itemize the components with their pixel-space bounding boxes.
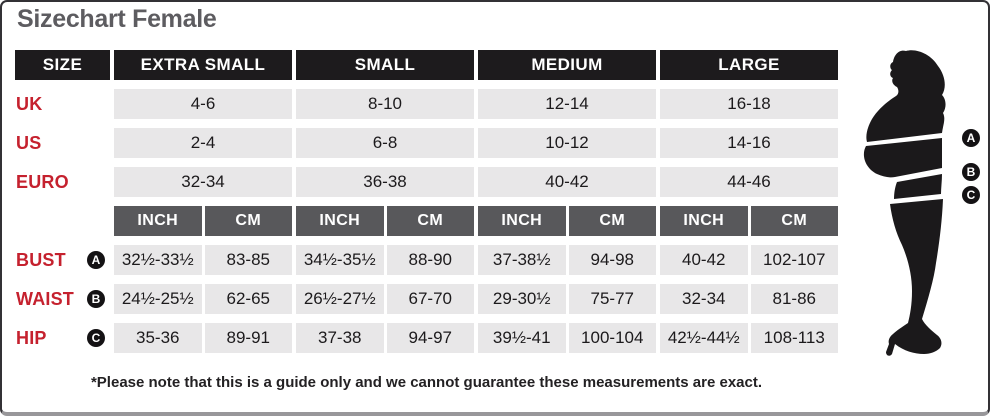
hip-m-cm: 100-104 [568, 323, 656, 353]
hip-extra-small: 35-36 89-91 [114, 323, 292, 353]
inch-header: INCH [478, 206, 566, 236]
waist-extra-small: 24½-25½ 62-65 [114, 284, 292, 314]
page-title: Sizechart Female [17, 5, 217, 33]
bust-medium: 37-38½ 94-98 [478, 245, 656, 275]
waist-m-cm: 75-77 [568, 284, 656, 314]
hip-small: 37-38 94-97 [296, 323, 474, 353]
bust-s-cm: 88-90 [386, 245, 474, 275]
header-large: LARGE [660, 50, 838, 80]
us-extra-small: 2-4 [114, 128, 292, 158]
hip-l-cm: 108-113 [750, 323, 838, 353]
waist-s-inch: 26½-27½ [296, 284, 384, 314]
row-label-hip: HIP C [15, 323, 110, 353]
uk-extra-small: 4-6 [114, 89, 292, 119]
hip-m-inch: 39½-41 [478, 323, 566, 353]
uk-medium: 12-14 [478, 89, 656, 119]
unit-header-medium: INCH CM [478, 206, 656, 236]
marker-a-badge: A [87, 251, 105, 269]
euro-small: 36-38 [296, 167, 474, 197]
header-medium: MEDIUM [478, 50, 656, 80]
bust-label: BUST [16, 249, 66, 270]
us-small: 6-8 [296, 128, 474, 158]
marker-b-badge: B [87, 290, 105, 308]
figure-marker-a-badge: A [962, 129, 980, 147]
bust-s-inch: 34½-35½ [296, 245, 384, 275]
bust-xs-inch: 32½-33½ [114, 245, 202, 275]
hip-large: 42½-44½ 108-113 [660, 323, 838, 353]
figure-marker-c-badge: C [962, 186, 980, 204]
waist-l-inch: 32-34 [660, 284, 748, 314]
waist-m-inch: 29-30½ [478, 284, 566, 314]
waist-xs-cm: 62-65 [204, 284, 292, 314]
bust-l-cm: 102-107 [750, 245, 838, 275]
bust-extra-small: 32½-33½ 83-85 [114, 245, 292, 275]
waist-xs-inch: 24½-25½ [114, 284, 202, 314]
cm-header: CM [750, 206, 838, 236]
hip-label: HIP [16, 327, 47, 348]
unit-header-spacer [15, 206, 110, 236]
inch-header: INCH [296, 206, 384, 236]
inch-header: INCH [660, 206, 748, 236]
inch-header: INCH [114, 206, 202, 236]
bust-small: 34½-35½ 88-90 [296, 245, 474, 275]
row-label-euro: EURO [16, 171, 69, 192]
hip-xs-inch: 35-36 [114, 323, 202, 353]
waist-s-cm: 67-70 [386, 284, 474, 314]
bust-m-cm: 94-98 [568, 245, 656, 275]
unit-header-small: INCH CM [296, 206, 474, 236]
hip-l-inch: 42½-44½ [660, 323, 748, 353]
cm-header: CM [204, 206, 292, 236]
us-large: 14-16 [660, 128, 838, 158]
cm-header: CM [568, 206, 656, 236]
footnote: *Please note that this is a guide only a… [90, 374, 763, 391]
figure-marker-b-badge: B [962, 163, 980, 181]
bust-l-inch: 40-42 [660, 245, 748, 275]
waist-label: WAIST [16, 288, 74, 309]
hip-medium: 39½-41 100-104 [478, 323, 656, 353]
us-medium: 10-12 [478, 128, 656, 158]
hip-s-cm: 94-97 [386, 323, 474, 353]
hip-s-inch: 37-38 [296, 323, 384, 353]
size-table: SIZE EXTRA SMALL SMALL MEDIUM LARGE UK 4… [15, 50, 838, 353]
bust-m-inch: 37-38½ [478, 245, 566, 275]
hip-xs-cm: 89-91 [204, 323, 292, 353]
waist-medium: 29-30½ 75-77 [478, 284, 656, 314]
female-silhouette-icon [863, 50, 946, 356]
unit-header-large: INCH CM [660, 206, 838, 236]
header-extra-small: EXTRA SMALL [114, 50, 292, 80]
unit-header-extra-small: INCH CM [114, 206, 292, 236]
uk-small: 8-10 [296, 89, 474, 119]
euro-extra-small: 32-34 [114, 167, 292, 197]
waist-small: 26½-27½ 67-70 [296, 284, 474, 314]
waist-large: 32-34 81-86 [660, 284, 838, 314]
waist-l-cm: 81-86 [750, 284, 838, 314]
bust-xs-cm: 83-85 [204, 245, 292, 275]
bust-large: 40-42 102-107 [660, 245, 838, 275]
row-label-waist: WAIST B [15, 284, 110, 314]
row-label-us: US [16, 132, 42, 153]
euro-large: 44-46 [660, 167, 838, 197]
header-small: SMALL [296, 50, 474, 80]
marker-c-badge: C [87, 329, 105, 347]
cm-header: CM [386, 206, 474, 236]
uk-large: 16-18 [660, 89, 838, 119]
row-label-uk: UK [16, 93, 43, 114]
euro-medium: 40-42 [478, 167, 656, 197]
size-column-header: SIZE [15, 50, 110, 80]
row-label-bust: BUST A [15, 245, 110, 275]
